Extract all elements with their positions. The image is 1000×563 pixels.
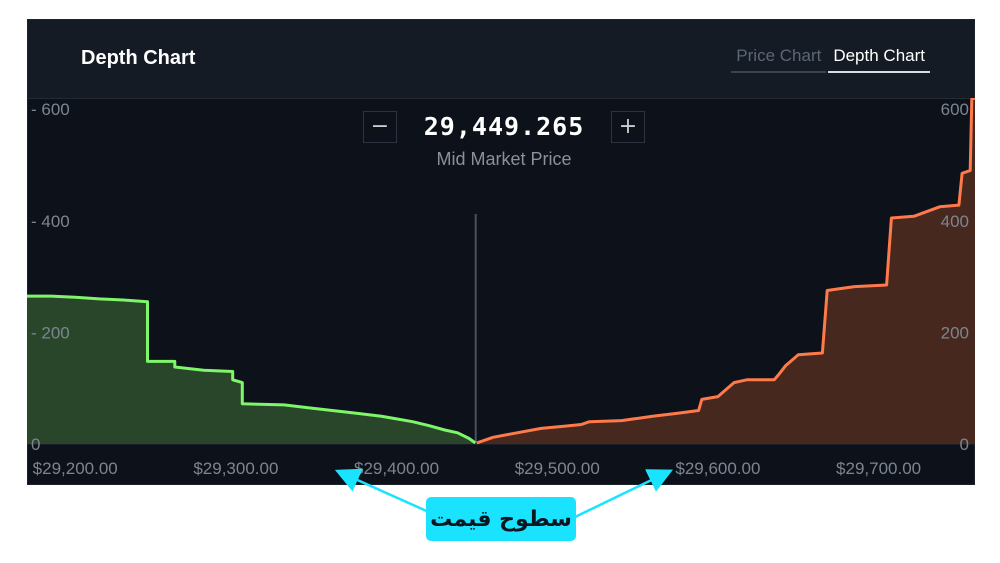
y-tick-right-200: 200 <box>941 323 969 342</box>
asks-area <box>476 98 975 444</box>
mid-market-label: Mid Market Price <box>436 149 572 169</box>
depth-chart-svg: - 600 - 400 - 200 0 600 400 200 0 $29,200.00 $29,… <box>27 98 975 478</box>
y-tick-right-600: 600 <box>941 100 969 119</box>
zoom-out-button[interactable]: − <box>363 111 397 143</box>
y-tick-left-200: - 200 <box>31 323 70 342</box>
tab-price-chart[interactable]: Price Chart <box>731 46 827 73</box>
chart-tabs: Price Chart Depth Chart <box>729 46 930 73</box>
x-tick-29200: $29,200.00 <box>33 459 118 478</box>
zoom-in-button[interactable]: + <box>611 111 645 143</box>
y-tick-left-400: - 400 <box>31 212 70 231</box>
mid-market-widget: − 29,449.265 + Mid Market Price <box>363 111 645 171</box>
x-tick-29500: $29,500.00 <box>515 459 600 478</box>
tab-depth-chart[interactable]: Depth Chart <box>828 46 930 73</box>
x-tick-29400: $29,400.00 <box>354 459 439 478</box>
y-tick-left-0: 0 <box>31 435 40 454</box>
bids-area <box>27 296 476 444</box>
y-tick-right-400: 400 <box>941 212 969 231</box>
x-tick-29300: $29,300.00 <box>193 459 278 478</box>
y-tick-left-600: - 600 <box>31 100 70 119</box>
price-levels-annotation: سطوح قیمت <box>426 497 576 541</box>
bids-line <box>27 294 477 445</box>
mid-market-price: 29,449.265 <box>423 112 585 141</box>
x-tick-29700: $29,700.00 <box>836 459 921 478</box>
panel-header: Depth Chart Price Chart Depth Chart <box>28 20 974 99</box>
y-tick-right-0: 0 <box>960 435 969 454</box>
panel-title: Depth Chart <box>81 47 196 69</box>
x-tick-29600: $29,600.00 <box>675 459 760 478</box>
asks-line <box>476 98 975 445</box>
